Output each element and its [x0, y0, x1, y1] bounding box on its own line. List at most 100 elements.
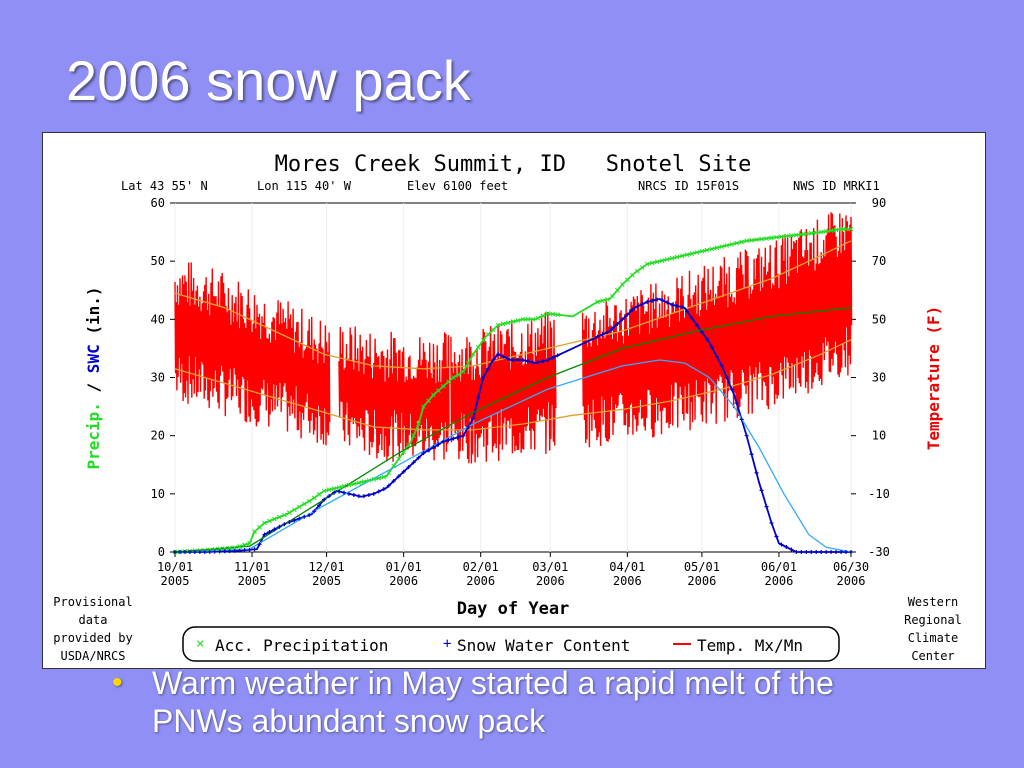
- swc-marker: [749, 452, 754, 457]
- average-lines: [174, 240, 852, 431]
- swc-marker: [814, 550, 819, 554]
- swc-marker: [481, 375, 486, 380]
- snotel-chart: Mores Creek Summit, ID Snotel Site Lat 4…: [53, 152, 962, 663]
- precip-marker: [555, 312, 561, 318]
- swc-marker: [595, 334, 600, 339]
- precip-marker: [500, 321, 506, 327]
- swc-marker: [237, 548, 242, 553]
- swc-marker: [605, 330, 610, 335]
- precip-marker: [485, 332, 491, 337]
- swc-marker: [446, 438, 451, 443]
- legend-item-temp: Temp. Mx/Mn: [673, 636, 803, 655]
- precip-marker: [729, 241, 735, 247]
- site-info-item: NWS ID MRKI1: [793, 179, 880, 193]
- precip-marker: [605, 297, 610, 302]
- precip-marker: [252, 529, 257, 534]
- precip-marker: [684, 252, 690, 258]
- precip-marker: [281, 512, 287, 518]
- swc-marker: [371, 491, 376, 496]
- precip-marker: [411, 433, 416, 439]
- provisional-data-note: Provisional data provided by USDA/NRCS: [53, 595, 132, 663]
- precip-marker: [450, 375, 456, 380]
- provisional-note-line: USDA/NRCS: [60, 649, 125, 663]
- x-tick-label: 02/01: [463, 560, 499, 574]
- swc-marker: [824, 550, 829, 554]
- site-info-item: Lat 43 55' N: [121, 179, 208, 193]
- precip-marker: [719, 244, 725, 249]
- wrcc-note-line: Western: [908, 595, 959, 609]
- swc-marker: [267, 529, 272, 534]
- avg-temp-min-line: [174, 339, 852, 431]
- temperature-max-min-line: [338, 326, 450, 462]
- swc-marker: [356, 494, 361, 499]
- swc-marker: [754, 470, 759, 475]
- swc-marker: [351, 492, 356, 497]
- left-tick-label: 40: [151, 312, 165, 326]
- right-tick-label: 70: [872, 254, 886, 268]
- precip-marker: [848, 226, 854, 232]
- site-info-item: Elev 6100 feet: [407, 179, 508, 193]
- x-marker-icon: ×: [196, 636, 204, 652]
- x-tick-label: 12/01: [309, 560, 345, 574]
- right-tick-label: -10: [868, 487, 890, 501]
- precip-marker: [798, 232, 804, 237]
- swc-marker: [799, 550, 804, 554]
- swc-marker: [610, 326, 615, 331]
- precip-marker: [699, 248, 705, 254]
- precip-marker: [843, 226, 849, 232]
- precip-marker: [595, 299, 600, 305]
- swc-marker: [177, 550, 182, 554]
- swc-marker: [366, 492, 371, 497]
- swc-marker: [635, 304, 640, 309]
- precip-marker: [833, 227, 839, 233]
- precip-marker: [232, 545, 238, 550]
- precip-marker: [272, 516, 277, 522]
- swc-marker: [217, 549, 222, 554]
- precip-marker: [724, 243, 730, 248]
- swc-marker: [466, 424, 471, 429]
- precip-marker: [600, 298, 605, 304]
- swc-marker: [665, 300, 670, 305]
- precip-marker: [291, 507, 297, 513]
- swc-marker: [431, 445, 436, 450]
- swc-marker: [501, 354, 506, 359]
- plus-marker-icon: +: [443, 636, 451, 652]
- precip-marker: [336, 485, 342, 490]
- swc-marker: [506, 356, 511, 361]
- precip-marker: [734, 240, 740, 246]
- swc-marker: [381, 487, 386, 492]
- precip-marker: [838, 226, 844, 232]
- wrcc-note-line: Regional: [904, 613, 962, 627]
- swc-marker: [555, 353, 560, 358]
- left-tick-label: 30: [151, 371, 165, 385]
- swc-marker: [699, 330, 704, 335]
- swc-marker: [744, 433, 749, 438]
- series-markers: [172, 226, 854, 555]
- precip-marker: [788, 233, 794, 238]
- swc-marker: [262, 532, 267, 537]
- precip-marker: [401, 449, 407, 455]
- wrcc-note-line: Climate: [908, 631, 959, 645]
- x-tick-year: 2005: [312, 574, 341, 588]
- precip-marker: [316, 492, 322, 497]
- precip-marker: [793, 232, 799, 238]
- precip-marker: [808, 230, 814, 236]
- swc-marker: [520, 358, 525, 363]
- precip-marker: [490, 327, 496, 333]
- left-tick-label: 10: [151, 487, 165, 501]
- site-info-item: Lon 115 40' W: [257, 179, 352, 193]
- precip-marker: [356, 480, 362, 486]
- swc-marker: [411, 460, 416, 465]
- precip-marker: [520, 316, 526, 322]
- legend-label-precip: Acc. Precipitation: [215, 636, 388, 655]
- swc-marker: [471, 416, 476, 421]
- precip-marker: [326, 487, 332, 493]
- left-tick-label: 20: [151, 429, 165, 443]
- chart-frame: Mores Creek Summit, ID Snotel Site Lat 4…: [42, 132, 986, 669]
- swc-marker: [486, 366, 491, 371]
- precip-marker: [803, 231, 809, 237]
- right-axis-ticks: -30 -10 10 30 50 70 90: [851, 196, 890, 559]
- precip-marker: [222, 546, 228, 551]
- precip-marker: [361, 479, 367, 484]
- swc-marker: [759, 488, 764, 493]
